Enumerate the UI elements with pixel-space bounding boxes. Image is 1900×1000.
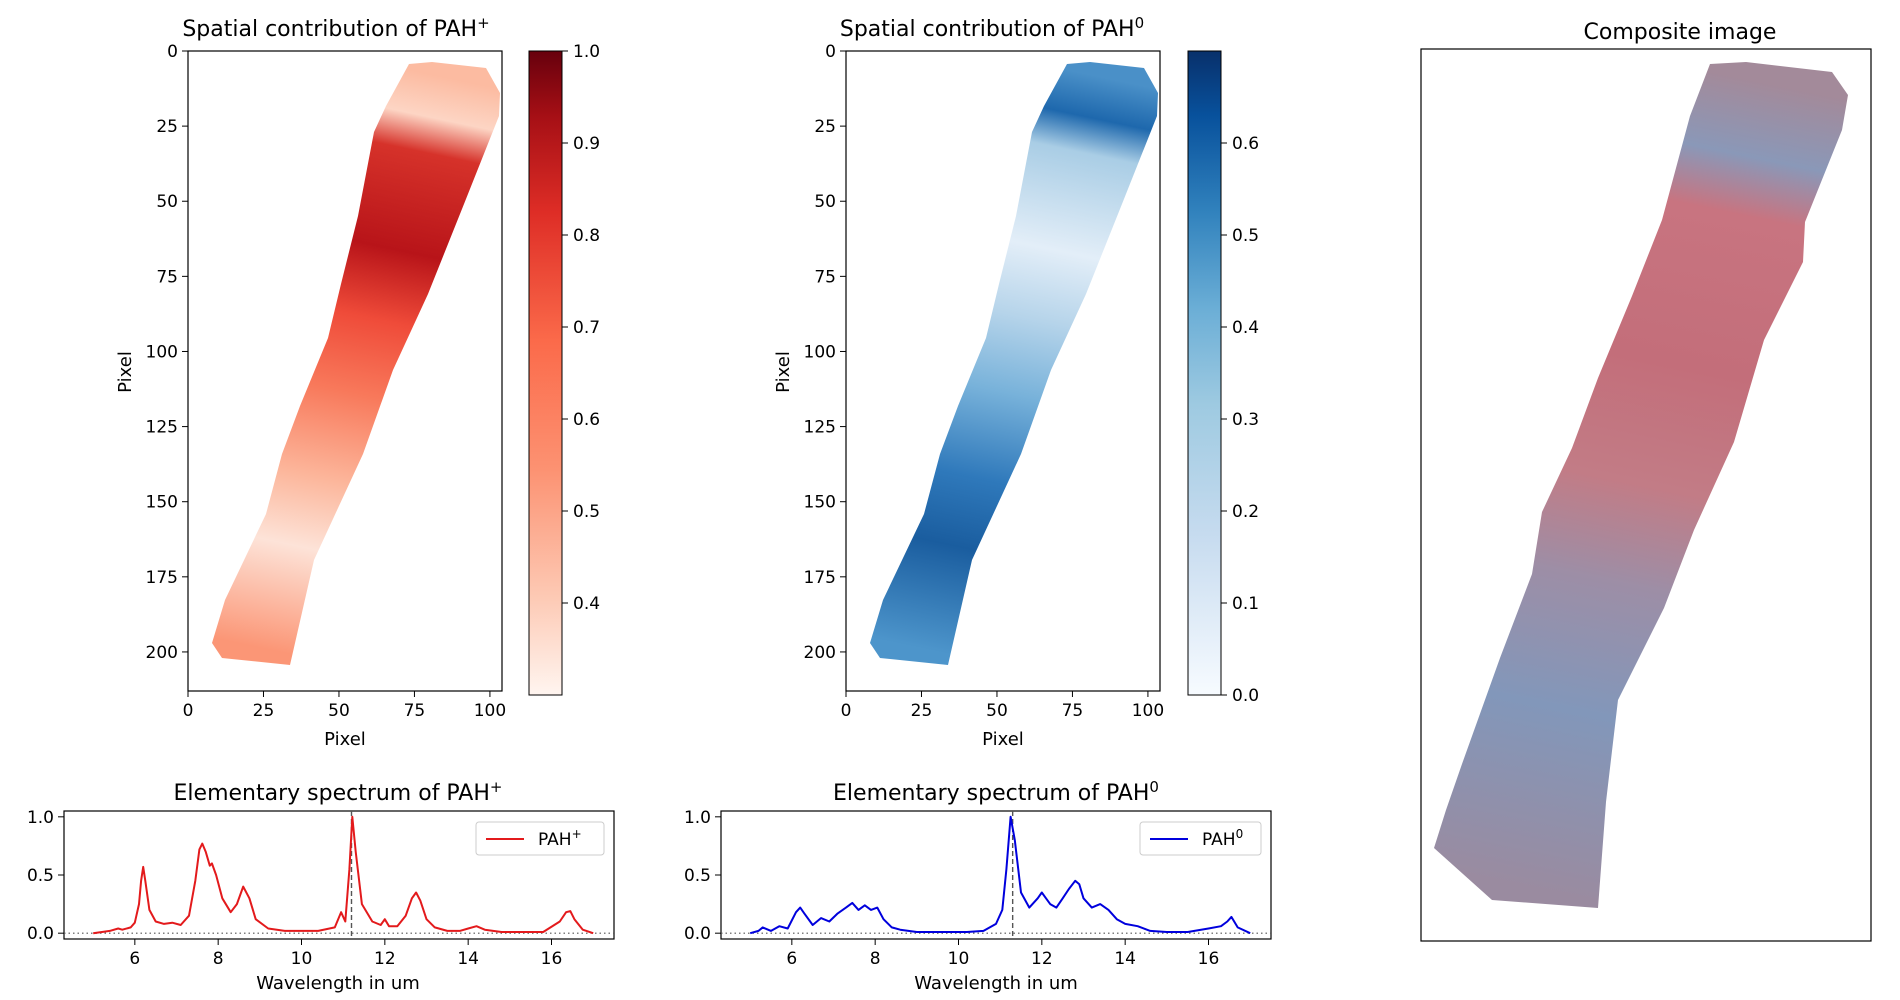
map2-ytick-label: 75 — [814, 267, 836, 287]
map1-xtick-label: 0 — [183, 701, 194, 721]
map1-xtick-label: 50 — [328, 701, 350, 721]
map1-ytick-label: 25 — [156, 117, 178, 137]
map3-title: Composite image — [1584, 20, 1777, 45]
colorbar-tick-label: 0.4 — [1232, 318, 1259, 338]
colorbar-blues — [1187, 50, 1222, 696]
spec2-xtick-label: 16 — [1198, 949, 1220, 969]
map1-xlabel: Pixel — [324, 729, 366, 750]
map2-ytick-label: 100 — [804, 342, 836, 362]
panel-pah-plus-map: Spatial contribution of PAH+ 0 25 50 75 100 … — [115, 14, 600, 750]
map3-image — [1434, 62, 1848, 908]
map2-xtick-label: 100 — [1132, 701, 1164, 721]
spec1-xlabel: Wavelength in um — [256, 973, 420, 994]
spec2-ytick-label: 0.0 — [684, 924, 711, 944]
colorbar-tick-label: 0.8 — [573, 226, 600, 246]
spec1-xtick-label: 14 — [457, 949, 479, 969]
map1-xtick-label: 100 — [474, 701, 506, 721]
spec1-series-line — [93, 815, 594, 935]
spec1-ytick-label: 0.0 — [27, 924, 54, 944]
colorbar-tick-label: 0.7 — [573, 318, 600, 338]
spec1-xtick-label: 10 — [291, 949, 313, 969]
spec2-title: Elementary spectrum of PAH0 — [833, 778, 1159, 806]
map2-ytick-label: 0 — [825, 42, 836, 62]
map2-ytick-label: 125 — [804, 418, 836, 438]
map2-xtick-label: 50 — [986, 701, 1008, 721]
map1-xtick-label: 25 — [253, 701, 275, 721]
spec1-ytick-label: 0.5 — [27, 866, 54, 886]
spec2-series-line — [749, 815, 1251, 935]
map2-ytick-label: 50 — [814, 192, 836, 212]
map2-title: Spatial contribution of PAH0 — [840, 14, 1144, 42]
spec1-legend: PAH+ — [475, 821, 605, 856]
spec1-xtick-label: 8 — [213, 949, 224, 969]
spec2-xtick-label: 8 — [870, 949, 881, 969]
spec1-legend-box — [475, 821, 605, 856]
spec2-legend: PAH0 — [1139, 821, 1262, 856]
colorbar-tick-label: 0.4 — [573, 594, 600, 614]
colorbar-tick-label: 0.3 — [1232, 410, 1259, 430]
spec1-legend-label: PAH+ — [538, 827, 582, 850]
map1-ytick-label: 125 — [146, 418, 178, 438]
colorbar-tick-label: 0.9 — [573, 134, 600, 154]
colorbar-tick-label: 0.6 — [573, 410, 600, 430]
spec2-xtick-label: 14 — [1114, 949, 1136, 969]
spec1-xtick-label: 16 — [541, 949, 563, 969]
spec1-xtick-label: 12 — [374, 949, 396, 969]
map1-title: Spatial contribution of PAH+ — [182, 14, 489, 42]
colorbar-tick-label: 0.5 — [1232, 226, 1259, 246]
map1-xtick-label: 75 — [404, 701, 426, 721]
panel-pah-plus-spectrum: Elementary spectrum of PAH+ 6 8 10 12 14 16 0.… — [27, 778, 615, 994]
map1-image — [212, 62, 500, 665]
spec2-xtick-label: 12 — [1031, 949, 1053, 969]
map2-ytick-label: 200 — [804, 643, 836, 663]
map1-ytick-label: 200 — [146, 643, 178, 663]
colorbar-tick-label: 0.2 — [1232, 502, 1259, 522]
map1-frame — [187, 50, 503, 692]
map2-xtick-label: 0 — [841, 701, 852, 721]
colorbar-tick-label: 0.0 — [1232, 686, 1259, 706]
map1-ytick-label: 100 — [146, 342, 178, 362]
colorbar-tick-label: 1.0 — [573, 42, 600, 62]
map2-image — [870, 62, 1158, 665]
spec1-xtick-label: 6 — [129, 949, 140, 969]
spec2-legend-box — [1139, 821, 1262, 856]
panel-composite: Composite image — [1420, 20, 1872, 942]
map2-xtick-label: 75 — [1062, 701, 1084, 721]
colorbar-tick-label: 0.5 — [573, 502, 600, 522]
colorbar-tick-label: 0.1 — [1232, 594, 1259, 614]
spec2-ytick-label: 0.5 — [684, 866, 711, 886]
map2-xtick-label: 25 — [911, 701, 933, 721]
panel-pah-zero-map: Spatial contribution of PAH0 0 25 50 75 100 … — [773, 14, 1259, 750]
map2-xlabel: Pixel — [982, 729, 1024, 750]
map2-ytick-label: 150 — [804, 493, 836, 513]
map1-ytick-label: 0 — [167, 42, 178, 62]
map2-ytick-label: 25 — [814, 117, 836, 137]
spec1-ytick-label: 1.0 — [27, 808, 54, 828]
spec2-ytick-label: 1.0 — [684, 808, 711, 828]
map1-ytick-label: 175 — [146, 568, 178, 588]
panel-pah-zero-spectrum: Elementary spectrum of PAH0 6 8 10 12 14 16 0.… — [684, 778, 1272, 994]
map3-frame — [1420, 48, 1872, 942]
map1-ylabel: Pixel — [115, 351, 136, 393]
map2-ytick-label: 175 — [804, 568, 836, 588]
colorbar-tick-label: 0.6 — [1232, 134, 1259, 154]
spec1-title: Elementary spectrum of PAH+ — [174, 778, 503, 806]
spec2-xtick-label: 6 — [786, 949, 797, 969]
spec2-legend-label: PAH0 — [1202, 827, 1243, 850]
spec2-xtick-label: 10 — [948, 949, 970, 969]
map1-ytick-label: 150 — [146, 493, 178, 513]
map1-ytick-label: 75 — [156, 267, 178, 287]
map2-frame — [845, 50, 1161, 692]
colorbar-reds — [528, 50, 563, 696]
map2-ylabel: Pixel — [773, 351, 794, 393]
spec2-xlabel: Wavelength in um — [914, 973, 1078, 994]
map1-ytick-label: 50 — [156, 192, 178, 212]
